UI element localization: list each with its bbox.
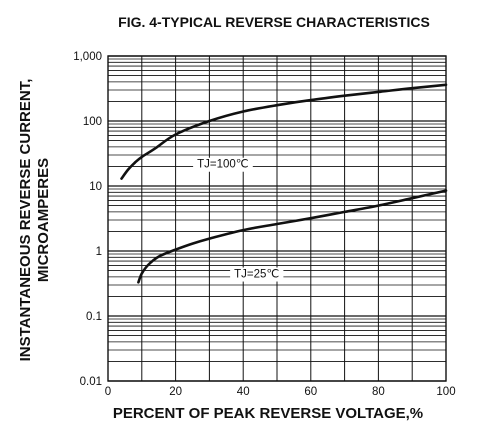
series-annotations: TJ=100℃ TJ=25℃: [193, 157, 284, 282]
label-tj-100: TJ=100℃: [197, 159, 249, 171]
x-tick-label: 20: [169, 386, 182, 398]
x-tick-label: 80: [372, 386, 385, 398]
y-tick-labels: 0.01 0.1 1 10 100 1,000: [73, 51, 102, 388]
curve-tj-100: [120, 83, 448, 180]
x-tick-labels: 0 20 40 60 80 100: [105, 386, 456, 398]
y-tick-label: 10: [89, 181, 102, 193]
y-tick-label: 100: [83, 116, 102, 128]
y-axis-label-line1: INSTANTANEOUS REVERSE CURRENT,: [17, 79, 34, 362]
y-tick-label: 1: [96, 246, 102, 258]
x-axis-label: PERCENT OF PEAK REVERSE VOLTAGE,%: [113, 405, 423, 422]
y-tick-label: 1,000: [73, 51, 102, 63]
plot-frame: [107, 55, 447, 382]
curve-tj-25: [137, 189, 448, 284]
label-background: [230, 267, 284, 282]
y-tick-label: 0.01: [80, 376, 102, 388]
plot-border: [107, 55, 447, 382]
x-tick-label: 40: [237, 386, 250, 398]
x-tick-label: 0: [105, 386, 111, 398]
x-tick-label: 60: [304, 386, 317, 398]
y-axis-label-line2: MICROAMPERES: [35, 158, 52, 282]
y-tick-label: 0.1: [86, 311, 102, 323]
chart-title: FIG. 4-TYPICAL REVERSE CHARACTERISTICS: [118, 14, 430, 30]
x-tick-label: 100: [436, 386, 455, 398]
label-tj-25: TJ=25℃: [234, 269, 279, 281]
label-background: [193, 157, 253, 172]
series-lines: [120, 83, 448, 284]
